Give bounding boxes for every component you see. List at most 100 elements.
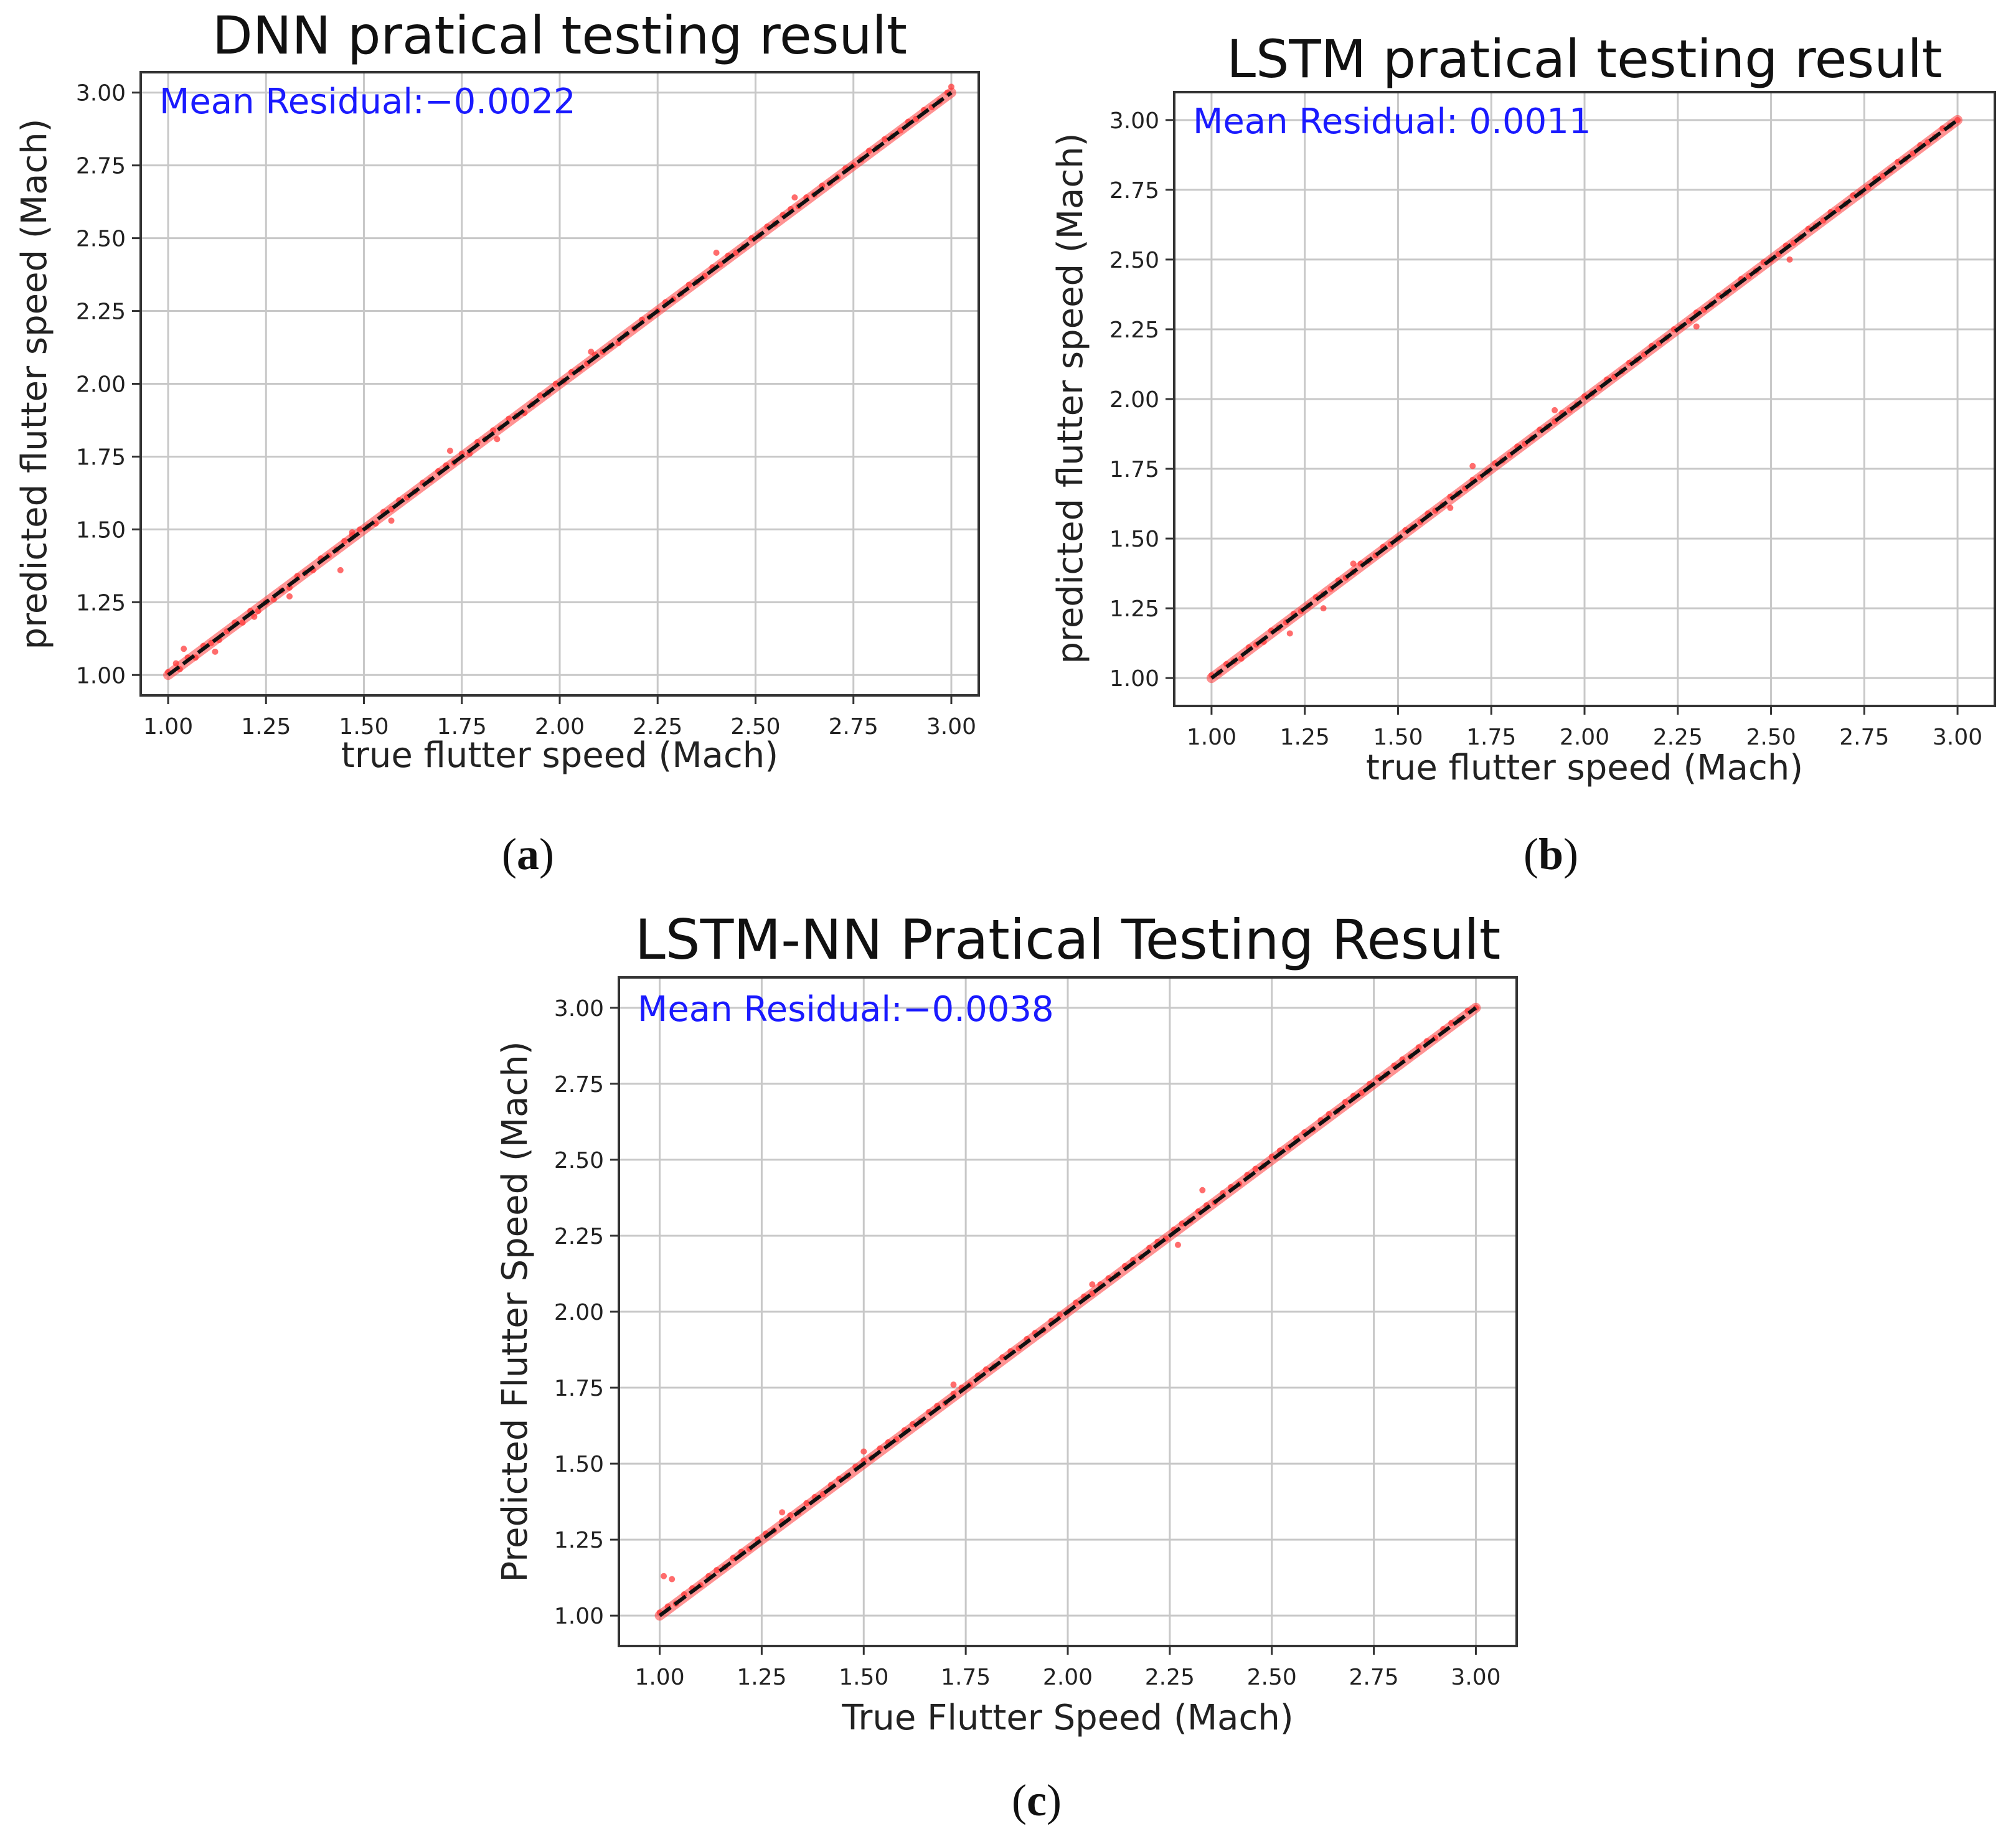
mean-residual-annotation: Mean Residual: 0.0011 <box>1193 101 1591 142</box>
y-tick-label: 1.00 <box>1109 666 1159 692</box>
data-point <box>860 1448 867 1455</box>
chart-title: LSTM pratical testing result <box>1227 29 1942 90</box>
y-tick-label: 2.50 <box>554 1148 604 1173</box>
data-point <box>1089 1281 1096 1288</box>
y-tick-label: 2.00 <box>76 372 126 398</box>
panel-caption: (a) <box>502 829 554 879</box>
x-axis-label: true flutter speed (Mach) <box>341 735 778 776</box>
x-tick-label: 1.25 <box>241 714 291 740</box>
y-tick-label: 2.25 <box>76 299 126 325</box>
data-point <box>1199 1187 1206 1193</box>
y-tick-label: 2.50 <box>1109 248 1159 273</box>
y-axis-label: predicted flutter speed (Mach) <box>1050 133 1091 664</box>
data-point <box>1552 407 1558 413</box>
reference-line <box>658 1006 1477 1617</box>
panel-caption: (b) <box>1524 829 1578 879</box>
data-point <box>779 1509 786 1516</box>
x-tick-label: 1.50 <box>339 714 389 740</box>
x-tick-label: 1.00 <box>143 714 193 740</box>
x-tick-label: 2.75 <box>1839 725 1889 750</box>
y-tick-label: 2.25 <box>1109 317 1159 343</box>
y-tick-label: 1.00 <box>76 663 126 689</box>
x-tick-label: 1.50 <box>839 1665 888 1690</box>
x-tick-label: 2.00 <box>1560 725 1609 750</box>
y-tick-label: 1.50 <box>554 1452 604 1477</box>
x-tick-label: 3.00 <box>1933 725 1982 750</box>
x-tick-label: 3.00 <box>926 714 976 740</box>
y-tick-label: 1.75 <box>554 1376 604 1401</box>
x-tick-label: 2.75 <box>829 714 878 740</box>
x-tick-label: 2.00 <box>1043 1665 1093 1690</box>
x-tick-label: 2.75 <box>1349 1665 1399 1690</box>
mean-residual-annotation: Mean Residual:−0.0038 <box>638 989 1054 1030</box>
y-tick-label: 1.25 <box>1109 596 1159 622</box>
data-point <box>388 517 395 524</box>
data-point <box>337 567 344 573</box>
x-tick-label: 1.25 <box>1280 725 1330 750</box>
plot-frame <box>618 976 1518 1647</box>
chart-title: LSTM-NN Pratical Testing Result <box>635 908 1501 972</box>
y-tick-label: 1.25 <box>554 1528 604 1553</box>
data-point <box>950 1381 957 1388</box>
y-tick-label: 3.00 <box>554 996 604 1022</box>
x-axis-label: true flutter speed (Mach) <box>1366 748 1803 788</box>
plot-frame <box>1173 91 1996 707</box>
data-point <box>181 646 187 652</box>
data-point <box>286 593 293 600</box>
y-tick-label: 3.00 <box>1109 108 1159 134</box>
y-tick-label: 1.75 <box>1109 457 1159 482</box>
data-point <box>1320 605 1327 612</box>
x-tick-label: 2.25 <box>1145 1665 1195 1690</box>
data-point <box>661 1573 667 1579</box>
x-tick-label: 1.75 <box>1466 725 1516 750</box>
x-tick-label: 2.50 <box>730 714 780 740</box>
y-tick-label: 1.25 <box>76 590 126 616</box>
reference-line <box>1210 118 1959 680</box>
x-tick-label: 1.25 <box>737 1665 786 1690</box>
chart-panel-b: 1.00 1.00 1.25 1.25 1.50 1.50 1.75 1.75 2.00 2.00… <box>1050 29 1996 879</box>
y-tick-label: 2.50 <box>76 227 126 252</box>
data-point <box>713 250 720 256</box>
x-tick-label: 2.25 <box>1653 725 1703 750</box>
data-point <box>446 448 453 454</box>
x-tick-label: 2.00 <box>535 714 585 740</box>
caption-open-paren: ( <box>502 829 517 879</box>
y-tick-label: 1.50 <box>1109 527 1159 552</box>
x-tick-label: 1.75 <box>437 714 487 740</box>
x-tick-label: 1.50 <box>1373 725 1423 750</box>
data-point <box>212 648 219 655</box>
data-point <box>1469 463 1476 469</box>
x-tick-label: 1.00 <box>1187 725 1236 750</box>
x-tick-label: 1.00 <box>634 1665 684 1690</box>
y-axis-label: Predicted Flutter Speed (Mach) <box>495 1041 535 1582</box>
x-axis-label: True Flutter Speed (Mach) <box>841 1698 1293 1738</box>
data-point <box>1693 323 1700 330</box>
y-tick-label: 1.00 <box>554 1604 604 1629</box>
mean-residual-annotation: Mean Residual:−0.0022 <box>159 82 576 122</box>
data-point <box>1286 630 1293 637</box>
caption-letter: a <box>517 829 539 879</box>
caption-open-paren: ( <box>1524 829 1538 879</box>
y-tick-label: 2.75 <box>76 154 126 179</box>
data-point <box>791 194 798 201</box>
plot-frame <box>139 71 980 697</box>
x-tick-label: 2.50 <box>1247 1665 1297 1690</box>
chart-panel-a: 1.00 1.00 1.25 1.25 1.50 1.50 1.75 1.75 2.00 2.00… <box>14 5 980 879</box>
y-tick-label: 2.75 <box>554 1072 604 1098</box>
chart-title: DNN pratical testing result <box>212 5 907 66</box>
y-axis-label: predicted flutter speed (Mach) <box>14 119 55 650</box>
data-point <box>669 1576 676 1583</box>
caption-close-paren: ) <box>539 829 554 879</box>
caption-letter: c <box>1027 1776 1047 1825</box>
y-tick-label: 1.50 <box>76 517 126 543</box>
caption-close-paren: ) <box>1047 1776 1062 1825</box>
y-tick-label: 3.00 <box>76 81 126 106</box>
caption-close-paren: ) <box>1563 829 1578 879</box>
y-tick-label: 2.75 <box>1109 178 1159 204</box>
data-point <box>1786 256 1793 263</box>
caption-letter: b <box>1538 829 1563 879</box>
reference-line <box>167 91 953 677</box>
y-tick-label: 1.75 <box>76 444 126 470</box>
y-tick-label: 2.00 <box>554 1300 604 1325</box>
